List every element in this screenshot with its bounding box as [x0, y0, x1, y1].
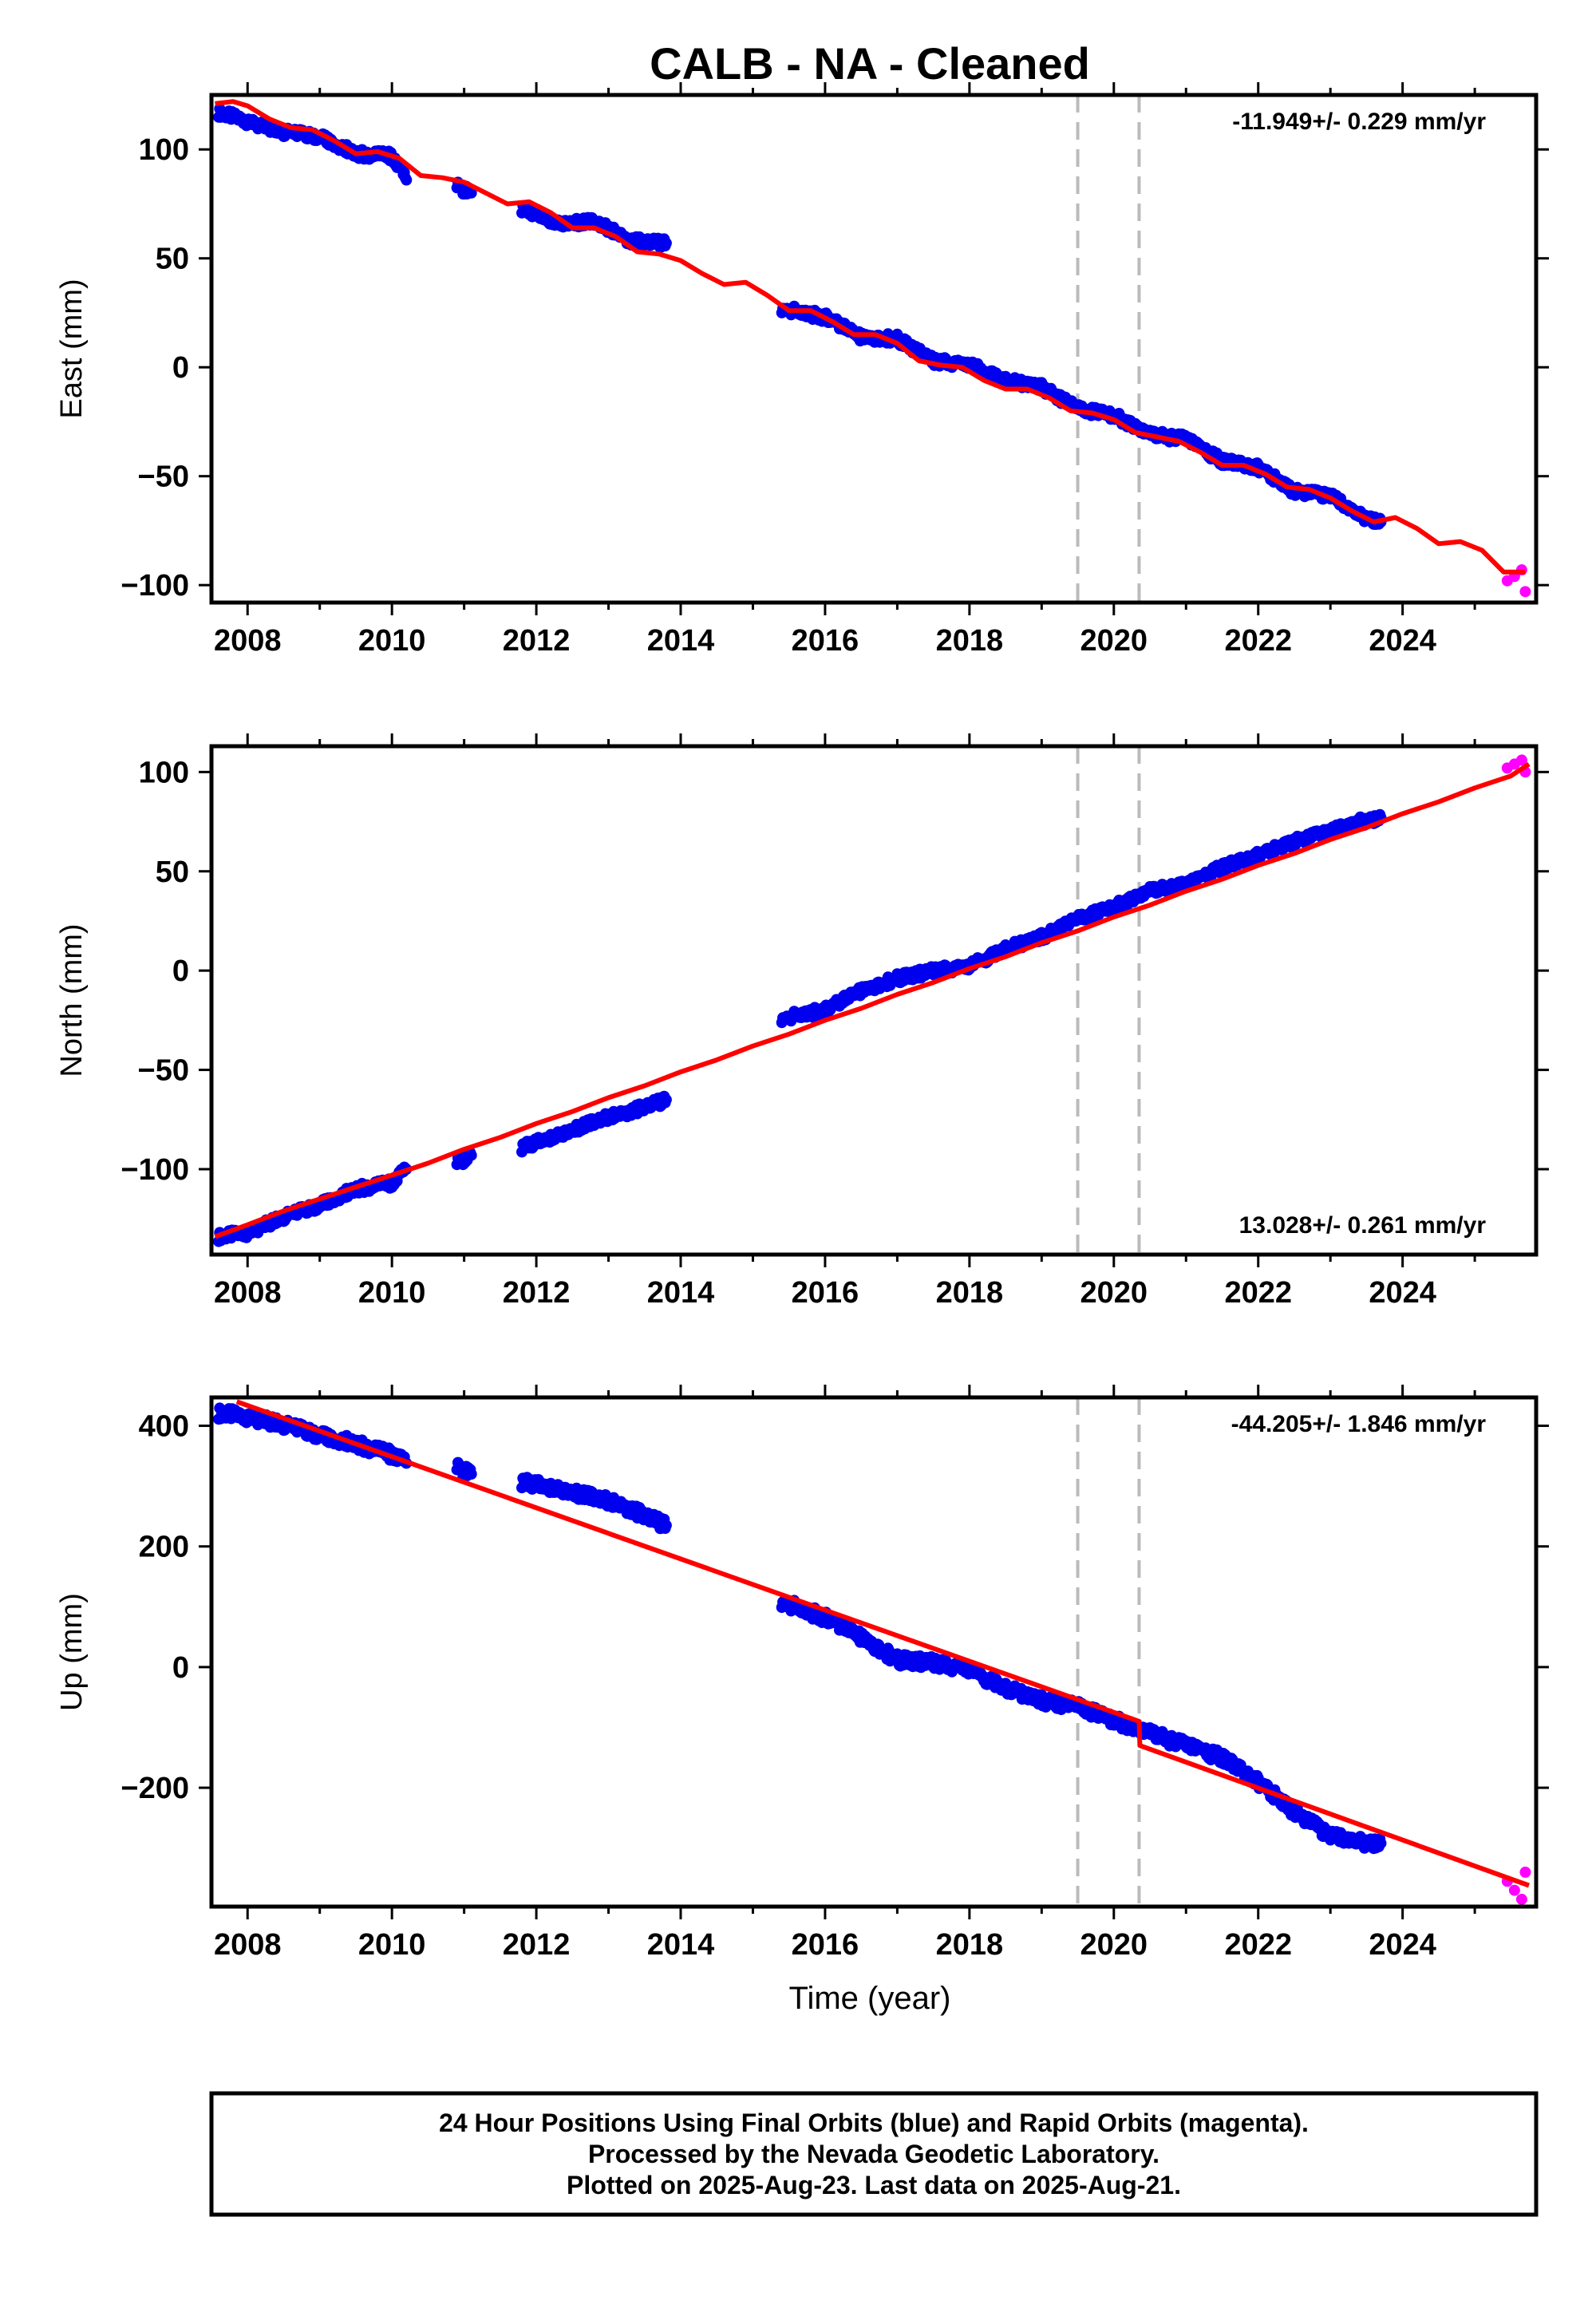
x-tick-label: 2008: [214, 624, 282, 658]
x-tick-label: 2016: [792, 1276, 859, 1310]
plot-frame: [209, 744, 1539, 1257]
y-tick-label: 0: [172, 351, 189, 385]
y-axis-label: East (mm): [55, 279, 89, 418]
up-panel: 2008 2010 2012 2014 2016 2018 2020 2022 2024 −200…: [55, 1385, 1549, 1962]
x-tick-label: 2010: [358, 1928, 426, 1962]
y-tick-label: 400: [139, 1410, 189, 1444]
y-tick-label: 0: [172, 1651, 189, 1685]
east-panel: 2008 2010 2012 2014 2016 2018 2020 2022 2024 −100…: [55, 82, 1549, 658]
rapid-point: [1515, 1893, 1527, 1905]
x-tick-label: 2014: [647, 624, 715, 658]
x-tick-label: 2022: [1224, 624, 1292, 658]
x-tick-label: 2012: [503, 1928, 571, 1962]
x-tick-label: 2018: [936, 1928, 1004, 1962]
y-tick-label: −50: [138, 1054, 189, 1088]
final-orbit-points: [213, 1402, 1387, 1855]
final-orbit-points: [213, 103, 1387, 530]
x-tick-label: 2022: [1224, 1928, 1292, 1962]
y-tick-label: −50: [138, 460, 189, 494]
data-point: [465, 1468, 477, 1480]
y-tick-label: 200: [139, 1531, 189, 1564]
model-fit-line: [214, 761, 1531, 1239]
x-tick-label: 2024: [1369, 624, 1436, 658]
legend-line-2: Processed by the Nevada Geodetic Laborat…: [588, 2140, 1159, 2168]
y-tick-label: −100: [120, 569, 189, 603]
rapid-orbit-points: [1501, 564, 1531, 598]
data-point: [660, 237, 672, 249]
velocity-label: -11.949+/- 0.229 mm/yr: [1232, 109, 1486, 135]
plot-frame: [209, 1395, 1539, 1909]
y-tick-label: 50: [156, 856, 189, 889]
x-tick-label: 2010: [358, 1276, 426, 1310]
model-fit-line: [215, 99, 1526, 575]
x-tick-label: 2014: [647, 1928, 715, 1962]
legend-box: [209, 2091, 1539, 2217]
y-tick-label: 50: [156, 243, 189, 276]
north-panel: 2008 2010 2012 2014 2016 2018 2020 2022 2024 −100…: [55, 733, 1549, 1310]
plot-frame: [209, 93, 1539, 605]
x-tick-label: 2014: [647, 1276, 715, 1310]
data-point: [1375, 1837, 1387, 1849]
x-tick-label: 2008: [214, 1276, 282, 1310]
velocity-label: 13.028+/- 0.261 mm/yr: [1239, 1212, 1487, 1239]
rapid-point: [1515, 754, 1527, 766]
x-tick-label: 2024: [1369, 1928, 1436, 1962]
rapid-point: [1519, 1866, 1531, 1878]
y-tick-label: 0: [172, 954, 189, 988]
x-tick-label: 2010: [358, 624, 426, 658]
x-tick-label: 2024: [1369, 1276, 1436, 1310]
y-tick-label: 100: [139, 133, 189, 167]
x-axis-label: Time (year): [789, 1981, 951, 2016]
plot-title: CALB - NA - Cleaned: [650, 38, 1090, 89]
rapid-point: [1519, 586, 1531, 598]
x-tick-label: 2022: [1224, 1276, 1292, 1310]
y-tick-label: 100: [139, 756, 189, 789]
data-point: [660, 1093, 672, 1105]
data-point: [401, 174, 413, 186]
velocity-label: -44.205+/- 1.846 mm/yr: [1231, 1411, 1487, 1437]
x-tick-label: 2020: [1080, 1276, 1148, 1310]
x-tick-label: 2012: [503, 624, 571, 658]
x-tick-label: 2008: [214, 1928, 282, 1962]
model-fit-line: [235, 1399, 1531, 1888]
y-tick-label: −100: [120, 1153, 189, 1187]
data-point: [465, 187, 477, 199]
y-tick-label: −200: [120, 1772, 189, 1805]
y-axis-label: North (mm): [55, 923, 89, 1077]
x-tick-label: 2018: [936, 624, 1004, 658]
x-tick-label: 2018: [936, 1276, 1004, 1310]
x-tick-label: 2016: [792, 1928, 859, 1962]
legend-line-1: 24 Hour Positions Using Final Orbits (bl…: [439, 2109, 1309, 2137]
x-tick-label: 2020: [1080, 1928, 1148, 1962]
legend-line-3: Plotted on 2025-Aug-23. Last data on 202…: [567, 2171, 1181, 2199]
data-point: [465, 1149, 477, 1161]
y-axis-label: Up (mm): [55, 1593, 89, 1711]
x-tick-label: 2016: [792, 624, 859, 658]
rapid-point: [1508, 1884, 1520, 1896]
x-tick-label: 2012: [503, 1276, 571, 1310]
data-point: [660, 1520, 672, 1531]
x-tick-label: 2020: [1080, 624, 1148, 658]
